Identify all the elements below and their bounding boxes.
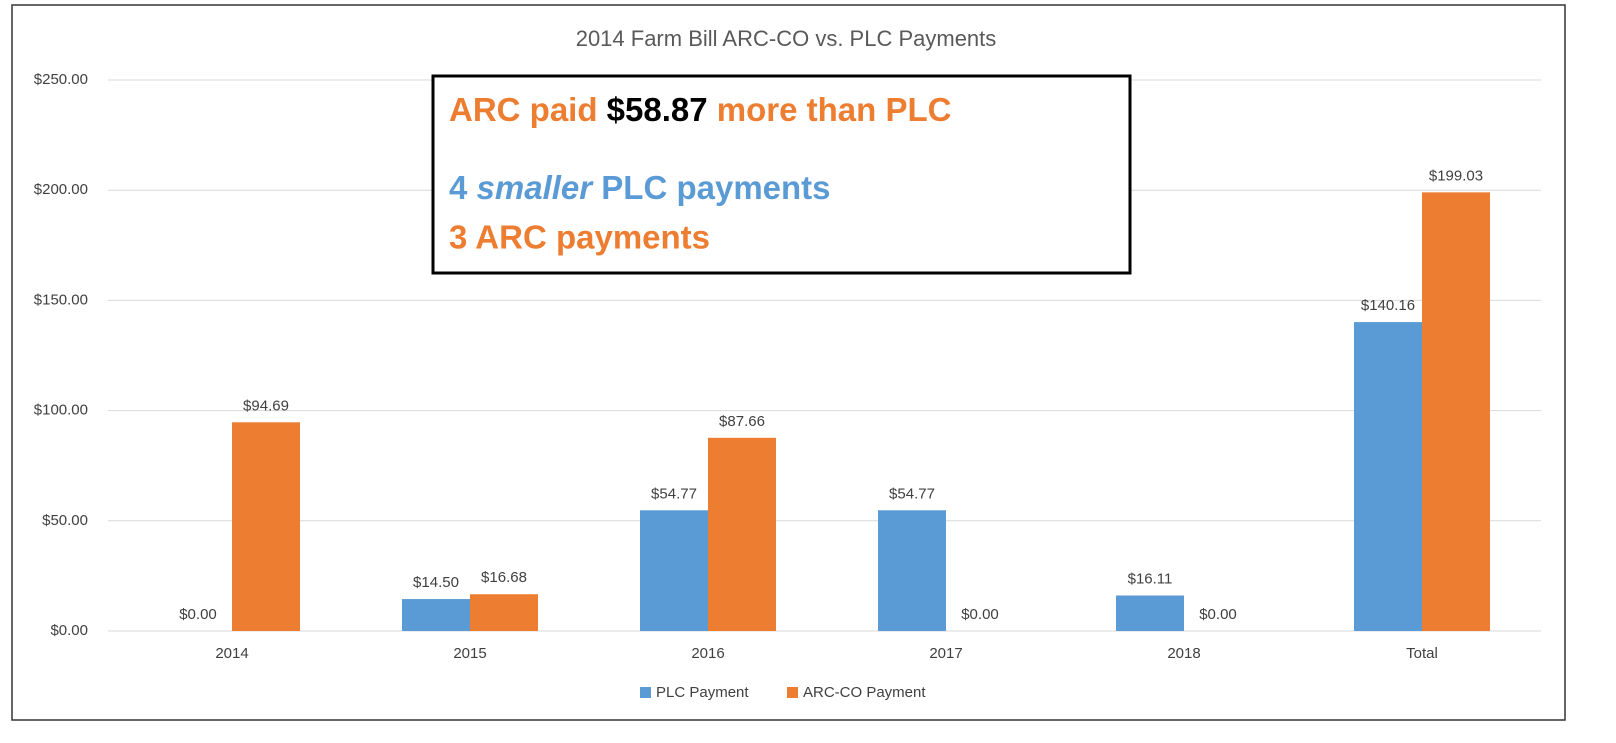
y-tick-label: $200.00: [34, 181, 88, 198]
annotation-text: $58.87: [607, 91, 708, 128]
x-tick-label: 2015: [453, 645, 486, 662]
data-label: $94.69: [243, 397, 289, 414]
annotation-line: 4 smaller PLC payments: [449, 169, 831, 206]
data-label: $0.00: [179, 606, 217, 623]
annotation-text: smaller: [477, 169, 595, 206]
bar: [402, 599, 470, 631]
y-tick-label: $50.00: [42, 512, 88, 529]
annotation-text: 4: [449, 169, 468, 206]
data-label: $199.03: [1429, 167, 1483, 184]
y-tick-label: $0.00: [50, 622, 88, 639]
data-label: $54.77: [651, 485, 697, 502]
chart-title: 2014 Farm Bill ARC-CO vs. PLC Payments: [576, 26, 997, 51]
x-tick-label: 2016: [691, 645, 724, 662]
data-label: $16.68: [481, 569, 527, 586]
data-label: $0.00: [961, 606, 999, 623]
bar: [708, 437, 776, 631]
annotation-text: more than PLC: [717, 91, 952, 128]
annotation-text: 3 ARC payments: [449, 219, 710, 256]
annotation-text: PLC payments: [601, 169, 830, 206]
bar: [1354, 322, 1422, 631]
bar: [878, 510, 946, 631]
bar: [1116, 595, 1184, 631]
data-label: $14.50: [413, 574, 459, 591]
data-label: $16.11: [1128, 570, 1173, 587]
legend-swatch: [787, 687, 798, 698]
x-tick-label: 2018: [1167, 645, 1200, 662]
data-label: $0.00: [1199, 606, 1237, 623]
bar: [232, 422, 300, 631]
legend-label: ARC-CO Payment: [803, 684, 926, 701]
legend-label: PLC Payment: [656, 684, 749, 701]
y-tick-label: $150.00: [34, 291, 88, 308]
x-tick-label: 2014: [215, 645, 248, 662]
legend-swatch: [640, 687, 651, 698]
annotation-box: [431, 74, 1132, 275]
bar: [640, 510, 708, 631]
annotation-text: ARC paid: [449, 91, 598, 128]
y-tick-label: $250.00: [34, 71, 88, 88]
plot-area: $0.00 $50.00 $100.00 $150.00 $200.00 $250.00 2…: [34, 71, 1541, 701]
annotation-line: ARC paid $58.87 more than PLC: [449, 91, 951, 128]
data-label: $140.16: [1361, 297, 1415, 314]
y-tick-label: $100.00: [34, 402, 88, 419]
x-tick-label: 2017: [929, 645, 962, 662]
bar: [1422, 192, 1490, 631]
data-label: $54.77: [889, 485, 935, 502]
bar: [470, 594, 538, 631]
data-label: $87.66: [719, 413, 765, 430]
x-tick-label: Total: [1406, 645, 1438, 662]
